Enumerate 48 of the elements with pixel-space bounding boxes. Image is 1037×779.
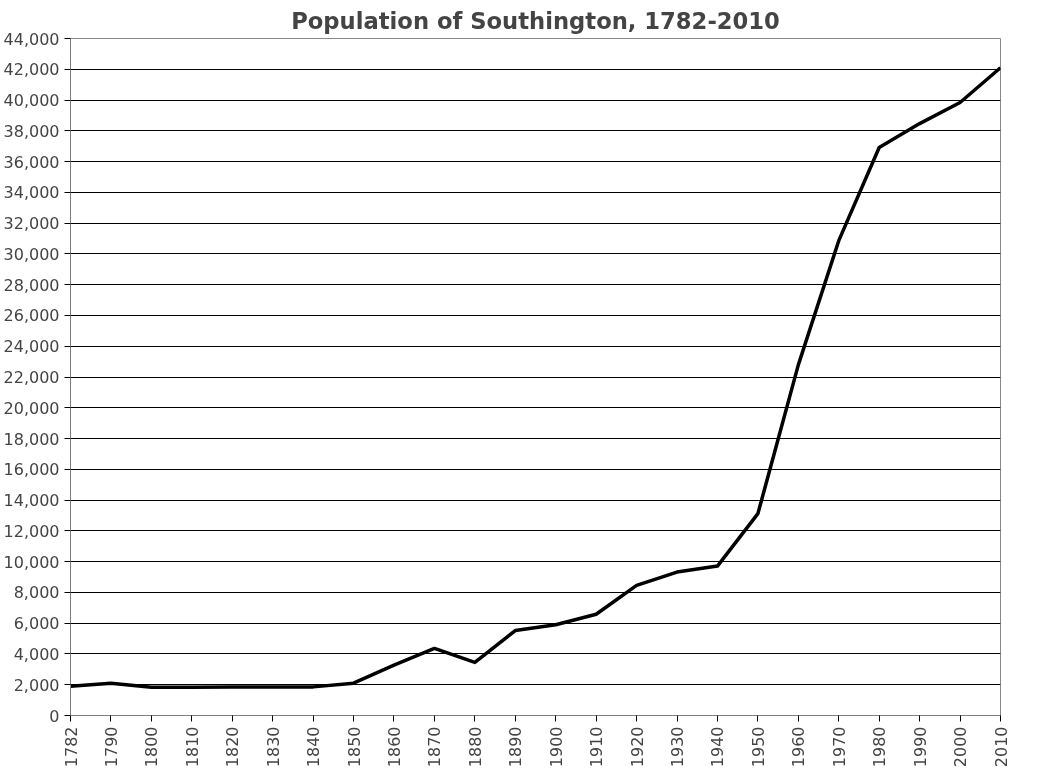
x-tick-label: 1880 bbox=[465, 726, 485, 768]
y-tick-label: 2,000 bbox=[13, 675, 60, 695]
x-tick-label: 1970 bbox=[829, 726, 849, 768]
x-tick-label: 1990 bbox=[910, 726, 930, 768]
y-tick-label: 20,000 bbox=[3, 398, 60, 418]
x-tick-label: 1940 bbox=[708, 726, 728, 768]
x-tick-label: 1840 bbox=[304, 726, 324, 768]
x-tick-label: 1800 bbox=[142, 726, 162, 768]
x-tick-label: 1782 bbox=[61, 726, 81, 768]
y-tick-label: 44,000 bbox=[3, 29, 60, 49]
x-tick-label: 2000 bbox=[951, 726, 971, 768]
x-tick-label: 1810 bbox=[182, 726, 202, 768]
x-tick-label: 1900 bbox=[546, 726, 566, 768]
y-tick-label: 12,000 bbox=[3, 521, 60, 541]
y-tick-label: 4,000 bbox=[13, 644, 60, 664]
x-tick-label: 1950 bbox=[748, 726, 768, 768]
y-tick-label: 16,000 bbox=[3, 460, 60, 480]
chart-title: Population of Southington, 1782-2010 bbox=[291, 7, 780, 34]
x-tick-label: 1960 bbox=[789, 726, 809, 768]
y-tick-label: 32,000 bbox=[3, 214, 60, 234]
y-tick-label: 8,000 bbox=[13, 583, 60, 603]
y-tick-label: 6,000 bbox=[13, 614, 60, 634]
y-tick-label: 22,000 bbox=[3, 368, 60, 387]
y-tick-label: 34,000 bbox=[3, 183, 60, 203]
x-tick-label: 1980 bbox=[870, 726, 890, 768]
y-tick-label: 10,000 bbox=[3, 552, 60, 572]
y-tick-label: 14,000 bbox=[3, 491, 60, 511]
x-tick-label: 1850 bbox=[344, 726, 364, 768]
x-tick-label: 1890 bbox=[506, 726, 526, 768]
x-tick-label: 1870 bbox=[425, 726, 445, 768]
y-tick-label: 28,000 bbox=[3, 275, 60, 295]
y-tick-label: 38,000 bbox=[3, 121, 60, 141]
x-tick-label: 1820 bbox=[223, 726, 243, 768]
x-tick-label: 1830 bbox=[263, 726, 283, 768]
y-tick-label: 18,000 bbox=[3, 429, 60, 449]
y-tick-label: 36,000 bbox=[3, 152, 60, 172]
y-tick-label: 30,000 bbox=[3, 244, 60, 264]
y-tick-label: 0 bbox=[49, 706, 60, 726]
x-tick-label: 1790 bbox=[101, 726, 121, 768]
x-tick-label: 1920 bbox=[627, 726, 647, 768]
x-tick-label: 1910 bbox=[587, 726, 607, 768]
x-tick-label: 2010 bbox=[991, 726, 1011, 768]
x-tick-label: 1930 bbox=[668, 726, 688, 768]
y-tick-label: 42,000 bbox=[3, 60, 60, 80]
y-tick-label: 40,000 bbox=[3, 91, 60, 111]
x-tick-label: 1860 bbox=[384, 726, 404, 768]
y-tick-label: 26,000 bbox=[3, 306, 60, 326]
y-tick-label: 24,000 bbox=[3, 337, 60, 357]
